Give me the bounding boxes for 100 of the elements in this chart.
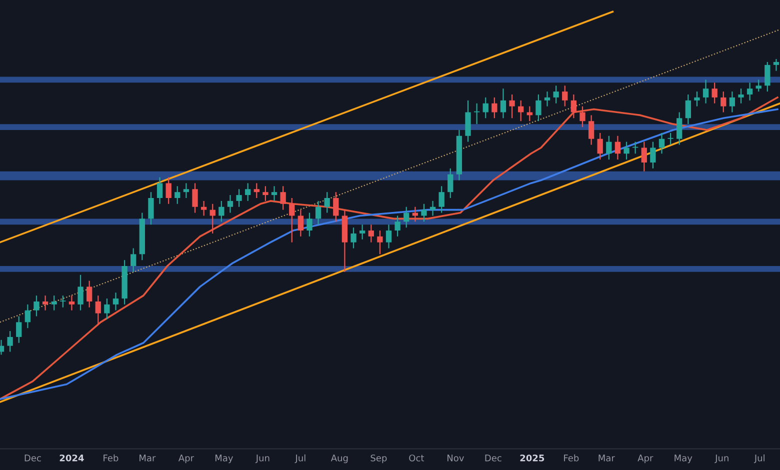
x-tick-label: Aug (330, 454, 348, 464)
candlestick (104, 298, 110, 320)
x-tick-label: Jul (294, 454, 306, 464)
candlestick (377, 230, 383, 255)
x-tick-label: Dec (24, 454, 41, 462)
candlestick (394, 215, 400, 237)
candlestick (509, 94, 515, 119)
candlestick (16, 316, 22, 344)
candlestick (606, 135, 612, 160)
candlestick (544, 90, 550, 107)
candlestick (492, 96, 498, 119)
candlestick (34, 295, 40, 317)
candlestick (42, 295, 48, 311)
candlestick (570, 94, 577, 119)
candlestick (421, 203, 427, 222)
candlestick (641, 141, 647, 172)
candlestick (720, 90, 726, 113)
candlestick (386, 224, 392, 249)
candlestick (746, 82, 753, 101)
x-tick-label: 2025 (520, 454, 544, 462)
candlestick (658, 132, 665, 154)
candlestick (536, 94, 542, 122)
candlestick (562, 85, 568, 107)
candlestick (156, 176, 163, 204)
x-tick-label: Nov (447, 454, 464, 462)
candlestick (130, 248, 136, 272)
candlestick (694, 90, 700, 107)
candlestick (448, 168, 454, 199)
candlestick (676, 112, 682, 146)
x-tick-label: May (215, 454, 233, 464)
candlestick (254, 182, 260, 199)
candlestick (68, 295, 75, 311)
candlestick (192, 182, 198, 214)
candlestick (368, 224, 374, 243)
x-tick-label: May (674, 454, 692, 464)
x-tick-label: Mar (140, 454, 156, 462)
x-tick-label: Jun (255, 454, 270, 464)
candlestick (51, 295, 57, 311)
candlestick (526, 106, 532, 122)
candlestick (438, 186, 444, 214)
candlestick (597, 132, 603, 160)
candlestick (218, 200, 224, 222)
x-tick-label: Jun (714, 454, 728, 464)
candlestick (148, 192, 154, 226)
candlestick (298, 209, 304, 237)
candlestick (729, 90, 736, 113)
candlestick (350, 227, 356, 249)
candlestick (86, 280, 92, 308)
candlestick (174, 186, 180, 204)
x-tick-label: Jul (754, 454, 764, 464)
candlestick (7, 330, 13, 352)
candlestick (289, 197, 295, 243)
candlestick (359, 224, 366, 240)
candlestick (482, 96, 488, 119)
candlestick (588, 114, 594, 146)
candlestick (668, 132, 674, 146)
candlestick (166, 176, 172, 204)
candlestick (500, 88, 506, 119)
candlestick (764, 61, 770, 92)
candlestick (315, 200, 322, 226)
x-tick-label: Feb (564, 454, 579, 462)
candlestick (430, 200, 436, 216)
candlestick (271, 186, 278, 202)
x-tick-label: Feb (104, 454, 118, 462)
candlestick (773, 58, 780, 72)
candlestick (614, 135, 621, 160)
candlestick (553, 85, 559, 104)
candlestick (404, 206, 410, 228)
candlestick (738, 88, 744, 104)
x-tick-label: Mar (598, 454, 615, 462)
candlestick (518, 100, 524, 122)
candlestick (60, 295, 66, 308)
candlestick (580, 106, 586, 128)
candlestick (333, 192, 339, 222)
candlestick (280, 186, 286, 210)
candlestick (236, 188, 242, 208)
candlestick (712, 82, 718, 104)
candlestick (78, 274, 84, 311)
candlestick (210, 203, 216, 234)
x-tick-label: Apr (178, 454, 194, 464)
candlestick (624, 141, 630, 160)
candlestick (324, 192, 330, 214)
candlestick (112, 292, 119, 311)
candlestick (183, 182, 190, 199)
x-tick-label: Apr (638, 454, 654, 464)
candlestick (702, 79, 709, 104)
candlestick (650, 141, 656, 169)
candlestick (306, 212, 312, 237)
candlestick (245, 182, 251, 202)
candlestick (262, 186, 268, 202)
x-tick-label: 2024 (60, 454, 84, 462)
candlestick (227, 194, 234, 214)
x-tick-label: Oct (409, 454, 424, 462)
candlestick (756, 79, 762, 92)
candlestick (465, 100, 471, 142)
candlestick (200, 200, 207, 216)
x-tick-label: Sep (370, 454, 387, 464)
x-tick-label: Dec (485, 454, 502, 462)
candlestick (685, 94, 691, 125)
candlestick (95, 295, 101, 326)
